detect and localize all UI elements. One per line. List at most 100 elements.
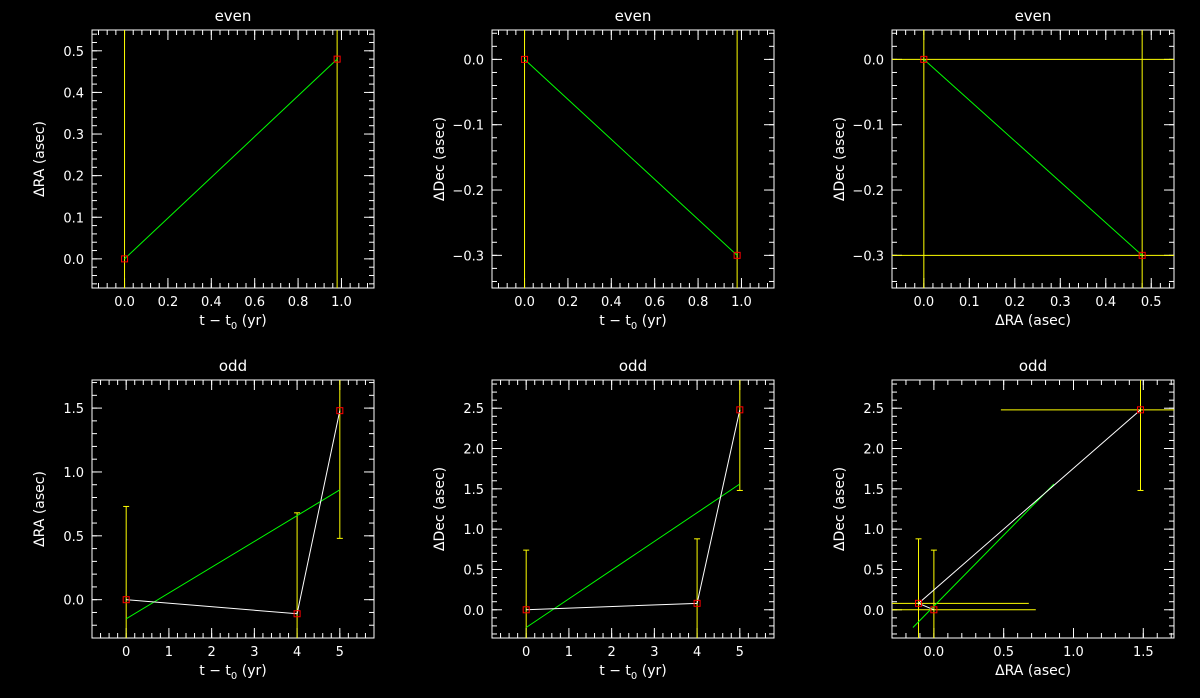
- fit-line: [525, 483, 741, 628]
- y-tick-label: −0.3: [452, 249, 484, 264]
- x-tick-label: 0.6: [644, 295, 665, 310]
- x-tick-label: 1: [565, 645, 573, 660]
- x-tick-label: 4: [293, 645, 301, 660]
- x-tick-label: 1.0: [1063, 645, 1084, 660]
- y-tick-label: 0.0: [63, 253, 84, 268]
- x-tick-label: 0.2: [1004, 295, 1025, 310]
- x-tick-label: 1.5: [1133, 645, 1154, 660]
- x-tick-label: 0.0: [913, 295, 934, 310]
- panel-title: odd: [219, 357, 247, 375]
- fit-line: [524, 59, 738, 256]
- panel-1: 0.0 0.2 0.4 0.6 0.8 1.0 0.0 0.1 0.2 0.3 0.4 0.5 even…: [32, 7, 375, 332]
- x-tick-label: 0: [522, 645, 530, 660]
- x-tick-label: 5: [736, 645, 744, 660]
- x-tick-label: 4: [693, 645, 701, 660]
- data-line: [917, 409, 1141, 611]
- data-point: [336, 407, 344, 415]
- data-point: [733, 251, 741, 259]
- x-axis-label-main: t − t: [599, 663, 631, 679]
- x-tick-label: 3: [250, 645, 258, 660]
- plot-frame: [91, 379, 375, 639]
- y-tick-label: 2.5: [463, 402, 484, 417]
- y-tick-label: −0.2: [852, 184, 884, 199]
- data-point: [122, 596, 130, 604]
- panel-title: odd: [1019, 357, 1047, 375]
- data-point: [693, 599, 701, 607]
- x-tick-label: 0.0: [514, 295, 535, 310]
- x-axis-label-main: t − t: [199, 663, 231, 679]
- x-tick-label: 0.2: [558, 295, 579, 310]
- data-point: [1136, 406, 1144, 414]
- x-axis-label: t − t0 (yr): [199, 313, 266, 332]
- y-axis-label: ΔDec (asec): [432, 117, 448, 201]
- x-tick-label: 0.3: [1050, 295, 1071, 310]
- x-axis-label-main: ΔRA (asec): [995, 313, 1071, 329]
- y-axis-label: ΔDec (asec): [832, 117, 848, 201]
- y-tick-label: −0.3: [852, 249, 884, 264]
- x-axis-label: ΔRA (asec): [995, 663, 1071, 679]
- data-point: [736, 406, 744, 414]
- y-tick-label: −0.1: [452, 119, 484, 134]
- y-tick-label: −0.2: [452, 184, 484, 199]
- panel-6: 0.0 0.5 1.0 1.5 0.0 0.5 1.0 1.5 2.0 2.5 odd ΔRA (as…: [832, 357, 1175, 679]
- plot-frame: [891, 379, 1175, 639]
- y-axis-label: ΔRA (asec): [32, 121, 48, 197]
- x-axis-label-unit: (yr): [637, 663, 666, 679]
- y-tick-label: 0.1: [63, 211, 84, 226]
- y-tick-label: 0.0: [63, 594, 84, 609]
- y-axis-label: ΔRA (asec): [32, 471, 48, 547]
- panel-3: 0.0 0.1 0.2 0.3 0.4 0.5 0.0 −0.1 −0.2 −0.3 even ΔRA…: [832, 7, 1175, 329]
- x-tick-label: 0.8: [688, 295, 709, 310]
- data-point: [333, 55, 341, 63]
- data-point: [930, 606, 938, 614]
- y-tick-label: 1.0: [863, 523, 884, 538]
- y-tick-label: 1.5: [863, 483, 884, 498]
- x-tick-label: 1: [165, 645, 173, 660]
- y-tick-label: 0.0: [463, 53, 484, 68]
- y-tick-label: 0.5: [863, 563, 884, 578]
- x-tick-label: 0.6: [244, 295, 265, 310]
- x-tick-label: 0.8: [288, 295, 309, 310]
- y-tick-label: −0.1: [852, 119, 884, 134]
- data-point: [915, 599, 923, 607]
- x-tick-label: 1.0: [331, 295, 352, 310]
- y-tick-label: 1.0: [463, 523, 484, 538]
- x-axis-label: t − t0 (yr): [199, 663, 266, 682]
- x-axis-label-sub: 0: [631, 671, 637, 682]
- y-tick-label: 2.0: [463, 443, 484, 458]
- y-axis-label: ΔDec (asec): [832, 467, 848, 551]
- panel-2: 0.0 0.2 0.4 0.6 0.8 1.0 0.0 −0.1 −0.2 −0.3 even t −…: [432, 7, 775, 332]
- data-point: [521, 55, 529, 63]
- y-tick-label: 2.5: [863, 402, 884, 417]
- x-tick-label: 0.4: [1095, 295, 1116, 310]
- plot-frame: [491, 379, 775, 639]
- y-tick-label: 1.0: [63, 466, 84, 481]
- x-tick-label: 0.5: [1141, 295, 1162, 310]
- x-axis-label: ΔRA (asec): [995, 313, 1071, 329]
- x-tick-label: 0: [122, 645, 130, 660]
- x-axis-label-main: ΔRA (asec): [995, 663, 1071, 679]
- fit-line: [912, 483, 1055, 628]
- y-tick-label: 2.0: [863, 443, 884, 458]
- fit-line: [923, 59, 1143, 256]
- x-axis-label-unit: (yr): [637, 313, 666, 329]
- x-tick-label: 2: [207, 645, 215, 660]
- y-tick-label: 0.5: [63, 530, 84, 545]
- data-line: [126, 410, 341, 615]
- y-tick-label: 1.5: [463, 483, 484, 498]
- x-axis-label-unit: (yr): [237, 313, 266, 329]
- y-tick-label: 1.5: [63, 402, 84, 417]
- data-point: [121, 255, 129, 263]
- x-tick-label: 3: [650, 645, 658, 660]
- y-tick-label: 0.3: [63, 128, 84, 143]
- y-tick-label: 0.5: [463, 563, 484, 578]
- x-tick-label: 0.0: [924, 645, 945, 660]
- x-tick-label: 5: [336, 645, 344, 660]
- data-line: [526, 409, 741, 611]
- x-tick-label: 0.4: [201, 295, 222, 310]
- x-axis-label-sub: 0: [231, 671, 237, 682]
- y-tick-label: 0.0: [463, 604, 484, 619]
- x-tick-label: 0.2: [158, 295, 179, 310]
